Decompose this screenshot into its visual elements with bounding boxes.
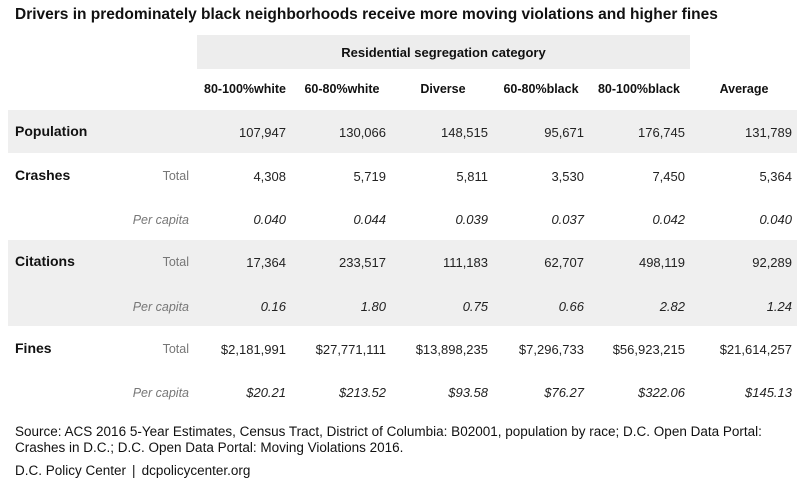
row-sublabel: Per capita bbox=[132, 300, 189, 314]
table-cell: 131,789 bbox=[745, 125, 792, 140]
table-cell: $27,771,111 bbox=[315, 342, 386, 357]
table-cell: 0.037 bbox=[551, 212, 584, 227]
table-cell: 1.80 bbox=[360, 299, 386, 314]
table-cell: 1.24 bbox=[766, 299, 792, 314]
column-header: 80-100% white bbox=[195, 73, 295, 105]
table-cell: 62,707 bbox=[544, 255, 584, 270]
table-cell: $76.27 bbox=[544, 385, 584, 400]
table-cell: 0.039 bbox=[455, 212, 488, 227]
table-cell: 5,364 bbox=[759, 169, 792, 184]
table-cell: $21,614,257 bbox=[719, 342, 792, 357]
column-header-line: 80-100% bbox=[204, 82, 255, 96]
table-cell: $7,296,733 bbox=[518, 342, 584, 357]
table-cell: $213.52 bbox=[339, 385, 386, 400]
row-label: Population bbox=[15, 123, 88, 139]
table-cell: 0.044 bbox=[353, 212, 386, 227]
column-header: Diverse bbox=[393, 73, 493, 105]
table-cell: $322.06 bbox=[638, 385, 685, 400]
chart-title: Drivers in predominately black neighborh… bbox=[15, 6, 718, 23]
column-header-line: 60-80% bbox=[503, 82, 547, 96]
footer-url[interactable]: dcpolicycenter.org bbox=[141, 463, 251, 478]
table-cell: 95,671 bbox=[544, 125, 584, 140]
table-cell: 0.040 bbox=[759, 212, 792, 227]
table-cell: 0.75 bbox=[462, 299, 488, 314]
table-cell: 5,811 bbox=[456, 169, 488, 184]
footer-separator: | bbox=[132, 463, 136, 478]
table-cell: 0.042 bbox=[652, 212, 685, 227]
row-label: Fines bbox=[15, 340, 52, 356]
table-cell: 17,364 bbox=[246, 255, 286, 270]
column-header-line: white bbox=[254, 82, 286, 96]
source-note: Source: ACS 2016 5-Year Estimates, Censu… bbox=[15, 424, 762, 455]
footer-org: D.C. Policy Center bbox=[15, 463, 127, 478]
row-label: Crashes bbox=[15, 167, 71, 183]
table-cell: 498,119 bbox=[638, 255, 685, 270]
table-cell: $13,898,235 bbox=[415, 342, 488, 357]
row-sublabel: Total bbox=[162, 169, 189, 183]
row-label: Citations bbox=[15, 253, 75, 269]
table-cell: 148,515 bbox=[441, 125, 488, 140]
row-sublabel: Per capita bbox=[132, 213, 189, 227]
table-cell: 92,289 bbox=[752, 255, 792, 270]
table-cell: 4,308 bbox=[253, 169, 286, 184]
table-cell: $20.21 bbox=[246, 385, 286, 400]
table-cell: 0.040 bbox=[253, 212, 286, 227]
column-header-line: white bbox=[347, 82, 380, 96]
column-header: 60-80% white bbox=[292, 73, 392, 105]
row-sublabel: Total bbox=[162, 342, 189, 356]
column-header-line: Diverse bbox=[420, 82, 466, 96]
table-cell: 3,530 bbox=[551, 169, 584, 184]
table-cell: 233,517 bbox=[339, 255, 386, 270]
column-header: 80-100% black bbox=[589, 73, 689, 105]
row-band bbox=[8, 240, 797, 326]
table-cell: 107,947 bbox=[239, 125, 286, 140]
table-cell: 5,719 bbox=[353, 169, 386, 184]
table-cell: 7,450 bbox=[652, 169, 685, 184]
table-cell: 0.16 bbox=[260, 299, 286, 314]
table-cell: $93.58 bbox=[448, 385, 488, 400]
column-header-line: black bbox=[546, 82, 579, 96]
table-cell: 130,066 bbox=[339, 125, 386, 140]
row-sublabel: Total bbox=[162, 255, 189, 269]
row-sublabel: Per capita bbox=[132, 386, 189, 400]
column-header-line: 80-100% bbox=[597, 82, 649, 96]
table-cell: $2,181,991 bbox=[220, 342, 286, 357]
column-header: 60-80% black bbox=[491, 73, 591, 105]
column-header-line: Average bbox=[719, 82, 769, 96]
column-header-line: 60-80% bbox=[304, 82, 348, 96]
footer: D.C. Policy Center | dcpolicycenter.org bbox=[15, 463, 250, 478]
segregation-category-label: Residential segregation category bbox=[341, 45, 546, 60]
table-cell: $145.13 bbox=[745, 385, 792, 400]
column-header: Average bbox=[694, 73, 794, 105]
segregation-header-band bbox=[197, 35, 690, 69]
table-cell: 176,745 bbox=[638, 125, 685, 140]
table-cell: 0.66 bbox=[558, 299, 584, 314]
table-cell: 111,183 bbox=[442, 255, 488, 270]
column-header-line: black bbox=[648, 82, 680, 96]
row-band bbox=[8, 110, 797, 153]
table-cell: 2.82 bbox=[659, 299, 685, 314]
table-cell: $56,923,215 bbox=[612, 342, 685, 357]
